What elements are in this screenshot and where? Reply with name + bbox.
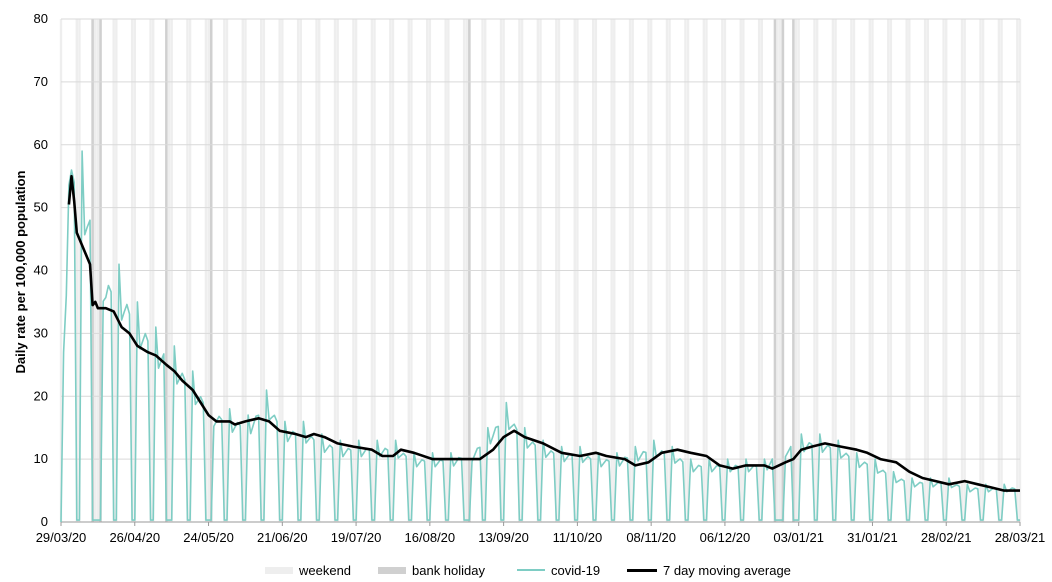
y-tick-label: 30 bbox=[34, 325, 48, 340]
x-tick-label: 19/07/20 bbox=[331, 530, 382, 545]
average-swatch bbox=[627, 568, 657, 572]
y-axis-label: Daily rate per 100,000 population bbox=[13, 170, 28, 373]
x-tick-label: 28/02/21 bbox=[921, 530, 972, 545]
y-tick-labels: 0 10 20 30 40 50 60 70 80 bbox=[34, 11, 48, 529]
x-tick-label: 31/01/21 bbox=[847, 530, 898, 545]
weekend-swatch bbox=[265, 566, 293, 574]
x-tick-label: 21/06/20 bbox=[257, 530, 308, 545]
y-tick-label: 10 bbox=[34, 451, 48, 466]
y-tick-label: 20 bbox=[34, 388, 48, 403]
x-tick-label: 16/08/20 bbox=[405, 530, 456, 545]
x-tick-label: 13/09/20 bbox=[478, 530, 529, 545]
y-tick-label: 70 bbox=[34, 74, 48, 89]
legend-label-weekend: weekend bbox=[299, 562, 352, 578]
chart: 0 10 20 30 40 50 60 70 80 29/03/20 26/04/20 24/05/… bbox=[13, 11, 1046, 545]
x-tick-label: 29/03/20 bbox=[36, 530, 87, 545]
x-tick-label: 06/12/20 bbox=[700, 530, 751, 545]
y-tick-label: 60 bbox=[34, 137, 48, 152]
y-tick-label: 50 bbox=[34, 200, 48, 215]
x-tick-label: 11/10/20 bbox=[553, 530, 603, 545]
series-layer bbox=[60, 150, 1020, 523]
y-tick-label: 80 bbox=[34, 11, 48, 26]
x-tick-label: 26/04/20 bbox=[109, 530, 160, 545]
x-tick-labels: 29/03/20 26/04/20 24/05/20 21/06/20 19/07/20… bbox=[36, 522, 1046, 545]
legend-item-covid: covid-19 bbox=[517, 562, 600, 578]
y-tick-label: 0 bbox=[41, 514, 48, 529]
legend-label-covid: covid-19 bbox=[551, 562, 601, 578]
gridlines bbox=[61, 18, 1020, 523]
x-tick-label: 03/01/21 bbox=[773, 530, 824, 545]
y-tick-label: 40 bbox=[34, 263, 48, 278]
legend-label-average: 7 day moving average bbox=[663, 562, 791, 578]
x-tick-label: 24/05/20 bbox=[183, 530, 234, 545]
legend-item-bank-holiday: bank holiday bbox=[378, 562, 485, 578]
legend-label-bank-holiday: bank holiday bbox=[412, 562, 485, 578]
series-line-7-day-average bbox=[67, 174, 1020, 492]
covid-swatch bbox=[517, 569, 545, 571]
x-tick-label: 28/03/21 bbox=[995, 530, 1046, 545]
legend: weekend bank holiday covid-19 7 day movi… bbox=[0, 558, 1052, 582]
x-tick-label: 08/11/20 bbox=[626, 530, 676, 545]
legend-item-weekend: weekend bbox=[265, 562, 351, 578]
legend-item-average: 7 day moving average bbox=[627, 562, 791, 578]
bank-holiday-swatch bbox=[378, 566, 406, 574]
series-line-covid-19 bbox=[60, 150, 1020, 523]
